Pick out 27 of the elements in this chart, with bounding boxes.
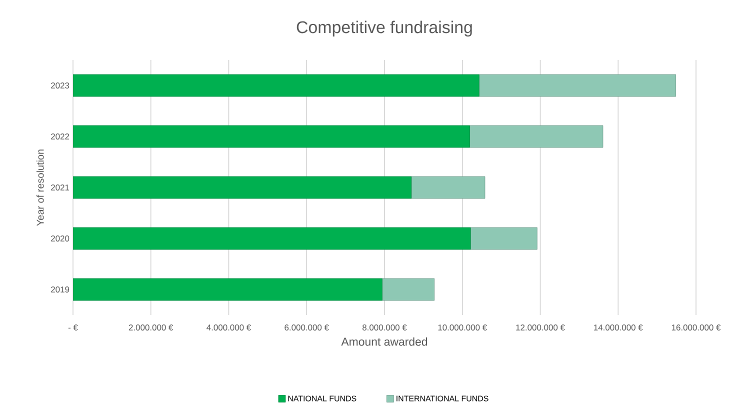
bar bbox=[73, 74, 480, 97]
bar bbox=[73, 227, 471, 250]
x-tick-label: - € bbox=[68, 324, 78, 330]
x-tick-label: 10.000.000 € bbox=[438, 324, 487, 330]
x-tick-label: 4.000.000 € bbox=[206, 324, 251, 330]
bar bbox=[382, 278, 435, 301]
bar bbox=[73, 278, 382, 301]
y-tick-label: 2022 bbox=[51, 134, 70, 140]
x-tick-label: 8.000.000 € bbox=[362, 324, 407, 330]
x-tick-label: 2.000.000 € bbox=[128, 324, 174, 330]
x-tick-label: 14.000.000 € bbox=[594, 324, 643, 330]
y-tick-label: 2023 bbox=[51, 82, 70, 88]
x-axis-title: Amount awarded bbox=[341, 337, 428, 346]
x-tick-label: 16.000.000 € bbox=[672, 324, 721, 330]
x-tick-label: 6.000.000 € bbox=[284, 324, 329, 330]
bar bbox=[470, 125, 604, 148]
y-tick-label: 2020 bbox=[51, 236, 70, 242]
y-axis-title: Year of resolution bbox=[36, 150, 44, 226]
bar bbox=[470, 227, 538, 250]
bar bbox=[73, 125, 470, 148]
x-tick-label: 12.000.000 € bbox=[516, 324, 565, 330]
bar bbox=[478, 74, 676, 97]
y-tick-label: 2021 bbox=[51, 184, 70, 190]
y-tick-label: 2019 bbox=[51, 286, 70, 292]
bar bbox=[73, 176, 412, 199]
chart-title: Competitive fundraising bbox=[296, 20, 472, 37]
bar bbox=[411, 176, 486, 199]
